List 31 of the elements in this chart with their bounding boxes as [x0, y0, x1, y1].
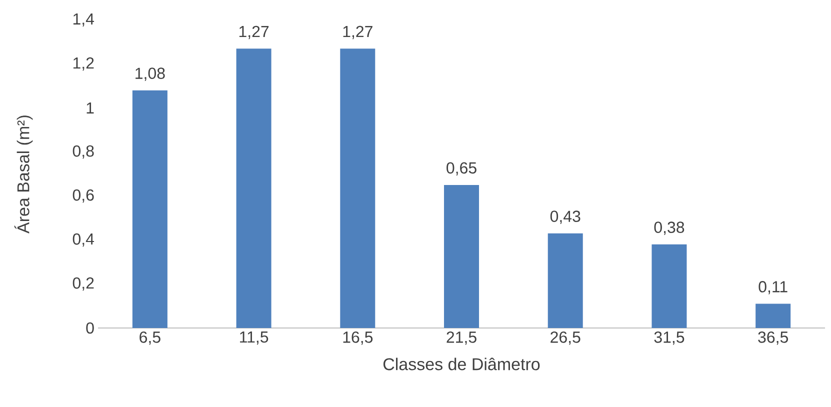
y-tick-label: 0,4	[72, 233, 94, 247]
x-tick-label: 16,5	[343, 332, 373, 345]
x-tick-label: 6,5	[140, 332, 160, 345]
data-label: 1,27	[239, 26, 269, 40]
y-tick-label: 1,4	[73, 13, 94, 27]
x-tick-label: 11,5	[240, 332, 268, 345]
y-tick-label: 0,2	[72, 277, 94, 291]
data-label: 1,08	[136, 68, 165, 81]
y-tick-label: 1,2	[73, 57, 94, 71]
bar	[652, 244, 687, 328]
x-tick-label: 26,5	[550, 332, 580, 345]
bar	[340, 48, 376, 328]
data-label: 0,43	[550, 210, 580, 224]
y-axis-title: Área Basal (m²)	[14, 116, 33, 234]
data-label: 0,65	[446, 162, 476, 176]
bar	[756, 304, 791, 328]
y-tick-label: 0	[86, 322, 94, 334]
y-tick-label: 0,6	[72, 189, 94, 203]
y-tick-label: 0,8	[72, 145, 94, 159]
bar	[444, 184, 480, 328]
x-tick-label: 31,5	[654, 332, 684, 345]
data-label: 0,11	[758, 281, 788, 294]
data-label: 1,27	[343, 26, 372, 40]
bar	[132, 90, 168, 328]
bar	[236, 48, 272, 328]
x-tick-label: 36,5	[758, 332, 788, 345]
y-tick-label: 1	[86, 102, 94, 114]
x-tick-label: 21,5	[446, 332, 476, 345]
bar	[548, 233, 583, 328]
x-axis-title: Classes de Diâmetro	[383, 358, 540, 370]
data-label: 0,38	[654, 222, 684, 235]
